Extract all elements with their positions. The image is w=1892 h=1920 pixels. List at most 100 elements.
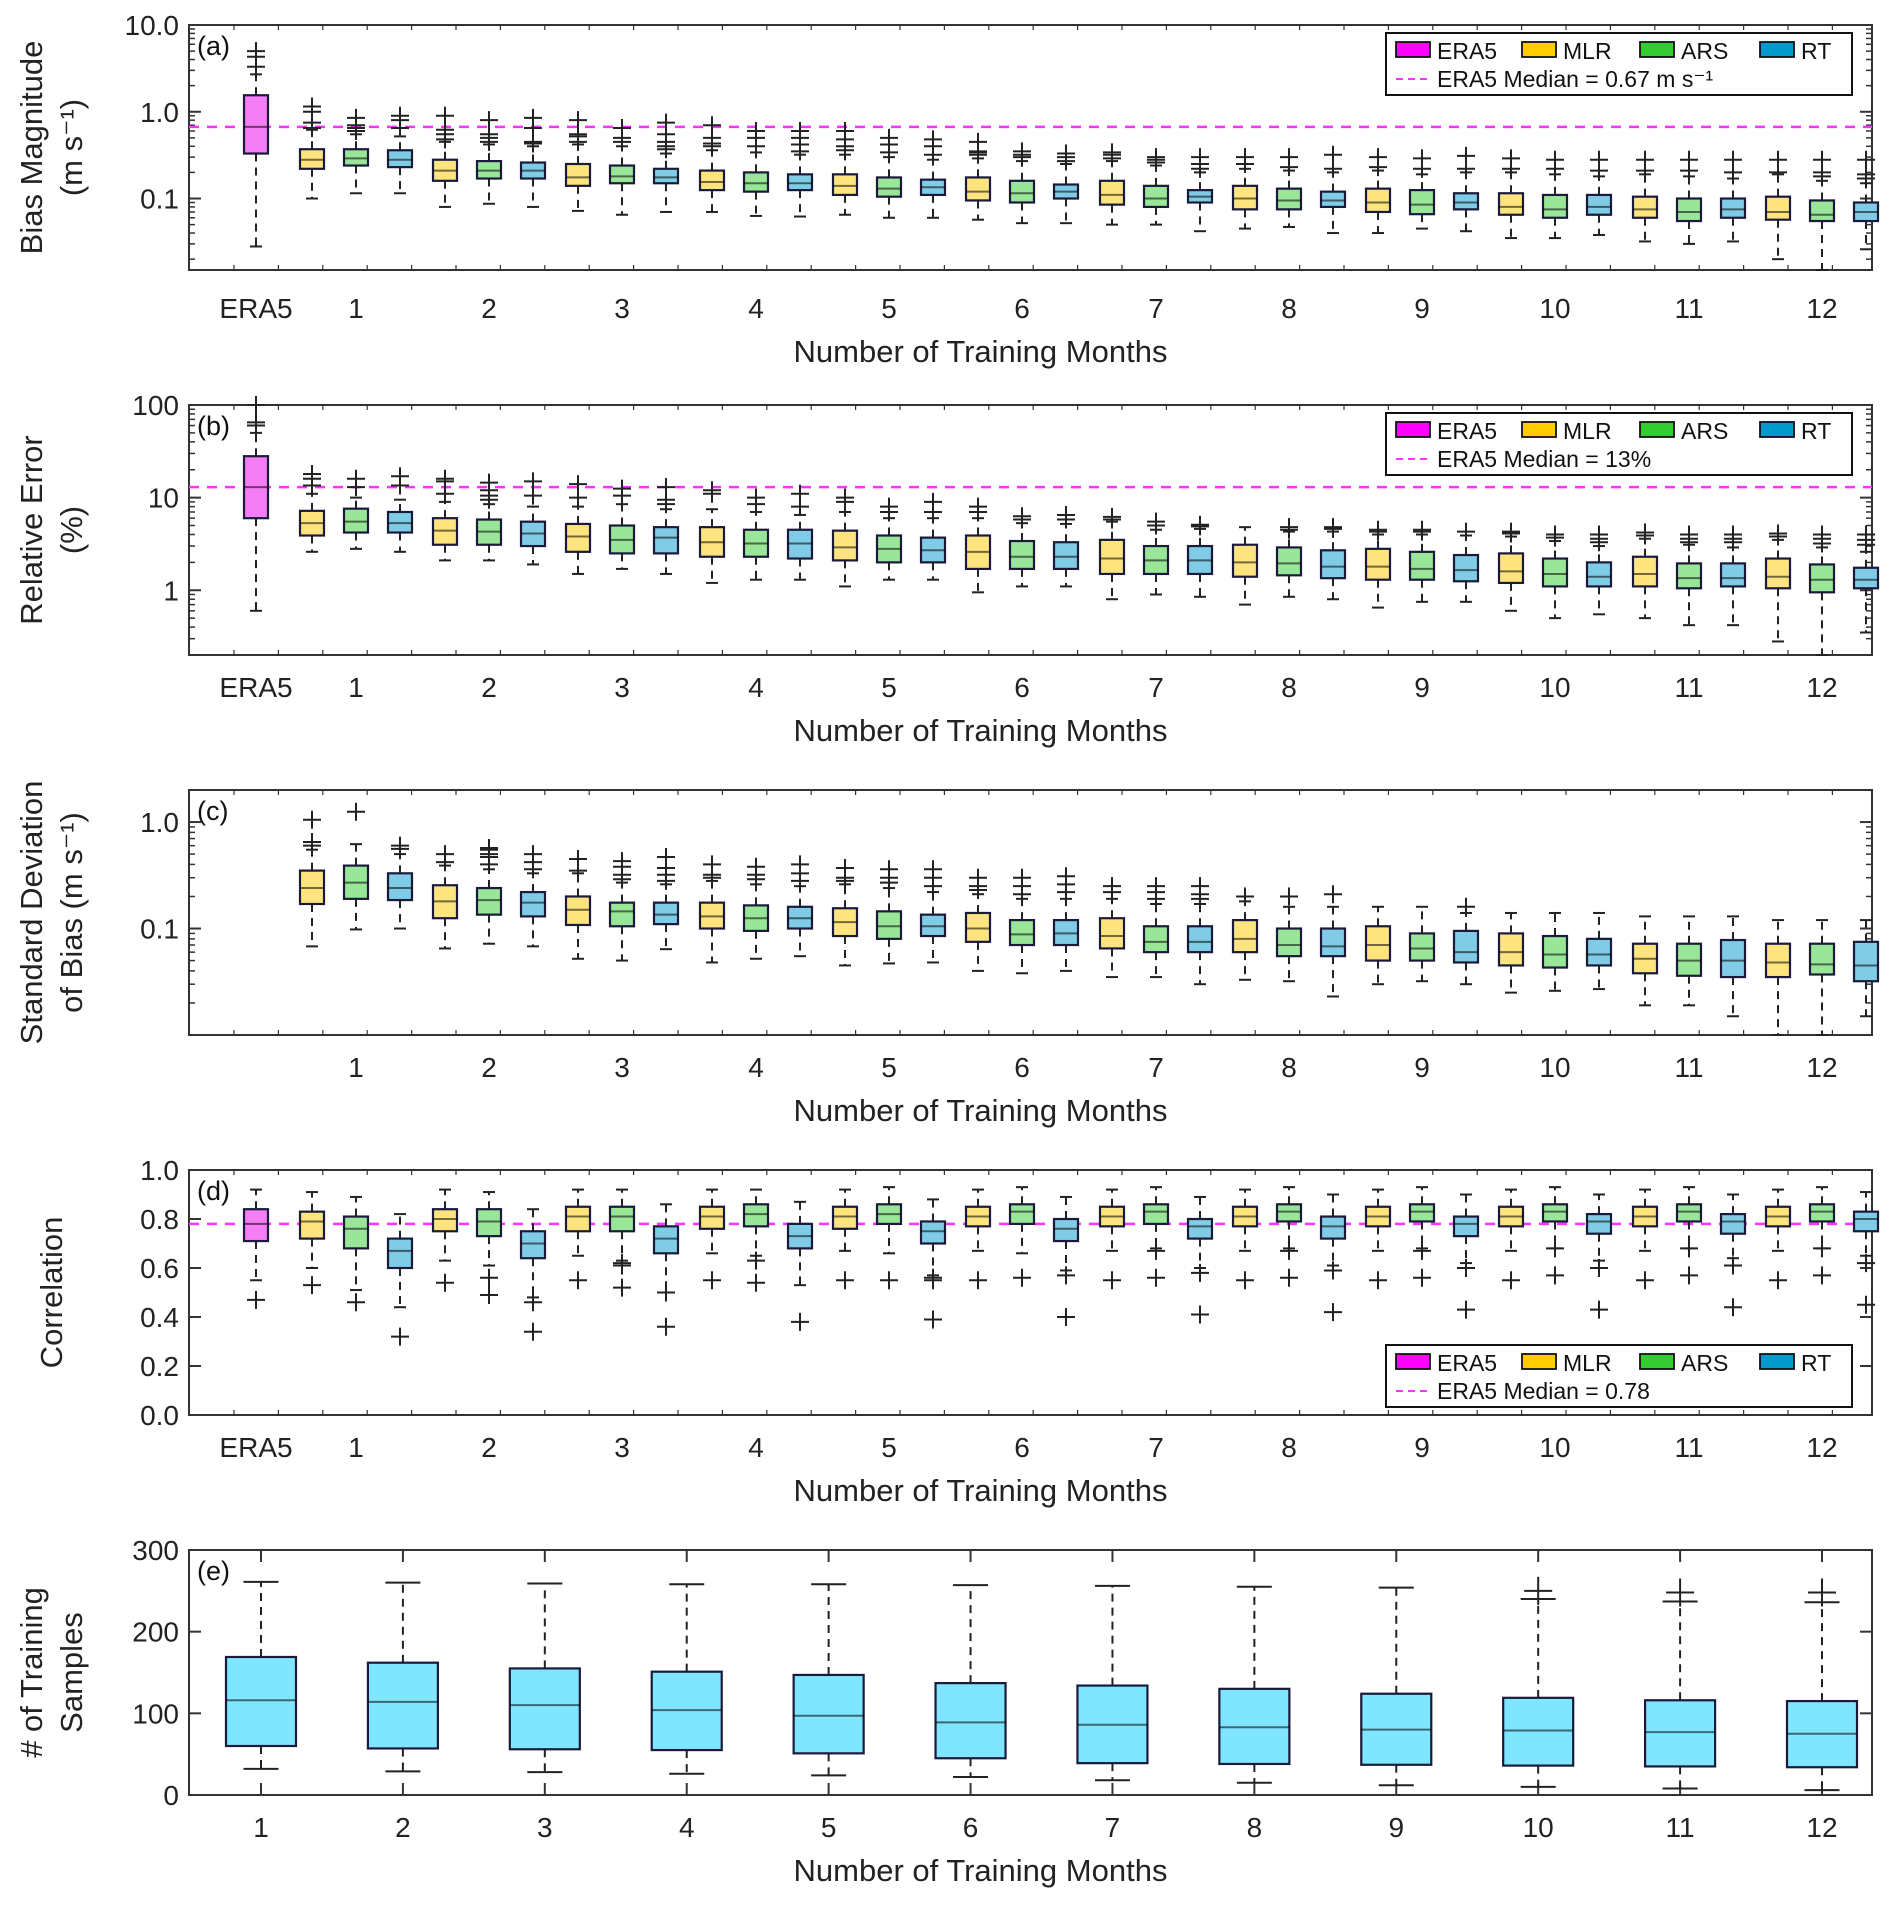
box-samples-month-12 bbox=[1785, 1578, 1859, 1792]
box-samples-month-11 bbox=[1643, 1578, 1717, 1790]
outlier-marker bbox=[480, 473, 498, 492]
box-samples-month-5 bbox=[792, 1583, 865, 1777]
outlier-marker bbox=[1324, 145, 1342, 164]
box-mlr-month-6 bbox=[964, 132, 992, 221]
box bbox=[386, 872, 414, 902]
y-axis-title: Bias Magnitude bbox=[14, 41, 49, 255]
box bbox=[1008, 539, 1036, 571]
outlier-marker bbox=[436, 845, 454, 864]
x-tick-label: 12 bbox=[1806, 672, 1837, 703]
outlier-marker bbox=[747, 1251, 765, 1270]
x-tick-label: 10 bbox=[1539, 1052, 1570, 1083]
box-rt-month-8 bbox=[1319, 885, 1347, 998]
box-samples-month-9 bbox=[1360, 1586, 1433, 1787]
box-mlr-month-10 bbox=[1497, 911, 1525, 994]
outlier-marker bbox=[1147, 877, 1165, 896]
outlier-marker bbox=[613, 1254, 631, 1273]
box-mlr-month-3 bbox=[564, 1188, 592, 1290]
box-mlr-month-12 bbox=[1764, 1188, 1792, 1290]
legend-label-ars: ARS bbox=[1681, 38, 1728, 64]
outlier-marker bbox=[657, 478, 675, 497]
box bbox=[564, 1205, 592, 1233]
box bbox=[1719, 1212, 1747, 1235]
box-ars-month-11 bbox=[1675, 150, 1703, 245]
outlier-marker bbox=[1103, 507, 1121, 526]
box bbox=[1631, 195, 1659, 219]
box-mlr-month-1 bbox=[298, 810, 326, 948]
box-ars-month-1 bbox=[342, 469, 370, 550]
box-mlr-month-1 bbox=[298, 1191, 326, 1295]
box-rt-month-3 bbox=[652, 478, 680, 575]
box-ars-month-5 bbox=[875, 860, 903, 965]
outlier-marker bbox=[924, 860, 942, 879]
box bbox=[875, 176, 903, 198]
box-samples-month-7 bbox=[1076, 1584, 1149, 1782]
x-tick-label: 6 bbox=[1014, 1432, 1030, 1463]
box-rt-month-10 bbox=[1585, 911, 1613, 991]
axes-frame bbox=[188, 24, 1873, 271]
outlier-marker bbox=[436, 106, 454, 125]
outlier-marker bbox=[1057, 867, 1075, 886]
outlier-marker bbox=[1680, 1239, 1698, 1258]
x-tick-label: 4 bbox=[748, 1432, 764, 1463]
outlier-marker bbox=[1013, 868, 1031, 887]
box-rt-month-2 bbox=[519, 472, 547, 566]
x-tick-label: 1 bbox=[253, 1812, 269, 1843]
x-tick-label: 3 bbox=[614, 1052, 630, 1083]
box-mlr-month-4 bbox=[698, 1188, 726, 1290]
box-ars-month-7 bbox=[1142, 512, 1170, 596]
box bbox=[1186, 925, 1214, 954]
outlier-marker bbox=[1191, 1263, 1209, 1282]
y-axis-title: Standard Deviation bbox=[14, 781, 49, 1045]
box bbox=[1643, 1699, 1717, 1768]
box bbox=[831, 1205, 859, 1230]
box bbox=[786, 173, 814, 192]
x-tick-label: 6 bbox=[963, 1812, 979, 1843]
box bbox=[831, 173, 859, 197]
outlier-marker bbox=[347, 469, 365, 488]
outlier-marker bbox=[1590, 525, 1608, 544]
outlier-marker bbox=[1191, 148, 1209, 167]
outlier-marker bbox=[1369, 1271, 1387, 1290]
x-tick-label: 7 bbox=[1148, 672, 1164, 703]
box-mlr-month-7 bbox=[1098, 1188, 1126, 1290]
box-mlr-month-9 bbox=[1364, 905, 1392, 986]
box-mlr-month-11 bbox=[1631, 915, 1659, 1007]
outlier-marker bbox=[303, 1276, 321, 1295]
box-rt-month-12 bbox=[1852, 1191, 1880, 1314]
box-rt-month-9 bbox=[1452, 146, 1480, 233]
box-ars-month-3 bbox=[608, 479, 636, 570]
outlier-marker bbox=[791, 122, 809, 141]
box-samples-month-2 bbox=[366, 1581, 440, 1773]
box bbox=[386, 149, 414, 169]
outlier-marker bbox=[703, 116, 721, 135]
outlier-marker bbox=[1457, 1259, 1475, 1277]
box bbox=[1319, 1215, 1347, 1240]
y-axis-title: Correlation bbox=[34, 1217, 69, 1369]
box-mlr-month-1 bbox=[298, 464, 326, 553]
box bbox=[1098, 917, 1126, 950]
box-samples-month-3 bbox=[508, 1582, 581, 1774]
x-tick-label: ERA5 bbox=[219, 672, 292, 703]
box bbox=[1497, 192, 1525, 216]
outlier-marker bbox=[969, 1271, 987, 1290]
box-ars-month-11 bbox=[1675, 1186, 1703, 1285]
outlier-marker bbox=[880, 860, 898, 879]
outlier-marker bbox=[1813, 150, 1831, 169]
box-rt-month-11 bbox=[1719, 1193, 1747, 1317]
outlier-marker bbox=[480, 1268, 498, 1287]
outlier-marker bbox=[924, 130, 942, 149]
box-samples-month-10 bbox=[1502, 1576, 1575, 1788]
box-era5 bbox=[242, 1188, 270, 1309]
legend-swatch-ars bbox=[1639, 421, 1675, 438]
outlier-marker bbox=[1324, 1303, 1342, 1322]
x-tick-label: 5 bbox=[881, 293, 897, 324]
outlier-marker bbox=[303, 464, 321, 483]
box-ars-month-5 bbox=[875, 1186, 903, 1290]
box bbox=[564, 522, 592, 553]
box bbox=[1719, 197, 1747, 219]
outlier-marker bbox=[1191, 515, 1209, 534]
box-ars-month-2 bbox=[475, 1191, 503, 1304]
box bbox=[1142, 925, 1170, 954]
x-tick-label: 2 bbox=[481, 1052, 497, 1083]
